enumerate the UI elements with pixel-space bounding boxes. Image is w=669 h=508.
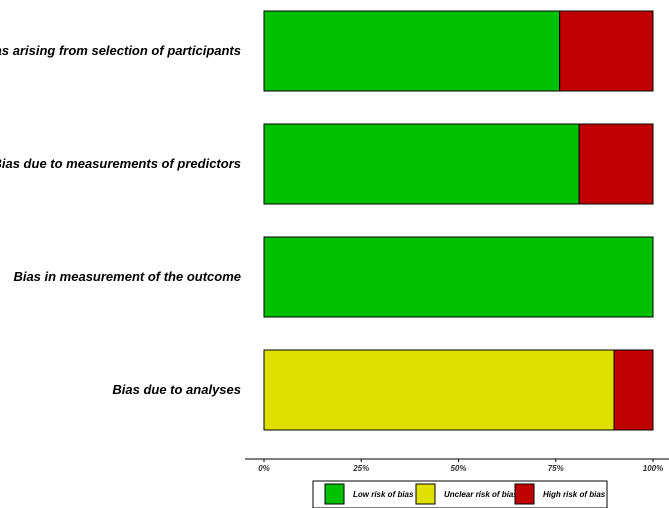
- legend: Low risk of bias Unclear risk of bias High…: [312, 480, 608, 508]
- legend-frame: [312, 480, 608, 508]
- category-label: Bias in measurement of the outcome: [13, 269, 241, 284]
- legend-swatch-high-risk-of-bias: [514, 483, 535, 505]
- x-tick-label: 25%: [352, 464, 369, 473]
- x-tick-label: 75%: [548, 464, 564, 473]
- bars-group: [263, 10, 654, 431]
- category-label: Bias due to measurements of predictors: [0, 156, 241, 171]
- bar-bias-arising-from-selection-of-participants-low-risk-of-bias: [263, 10, 561, 92]
- bar-bias-due-to-measurements-of-predictors-low-risk-of-bias: [263, 123, 580, 205]
- legend-label-unclear-risk-of-bias: Unclear risk of bias: [444, 490, 518, 499]
- x-tick-label: 100%: [643, 464, 663, 473]
- category-label: Bias due to analyses: [112, 382, 241, 397]
- bar-bias-due-to-measurements-of-predictors-high-risk-of-bias: [578, 123, 654, 205]
- bar-bias-arising-from-selection-of-participants-high-risk-of-bias: [559, 10, 654, 92]
- bar-bias-due-to-analyses-unclear-risk-of-bias: [263, 349, 615, 431]
- x-tick-label: 0%: [258, 464, 270, 473]
- legend-label-low-risk-of-bias: Low risk of bias: [353, 490, 414, 499]
- category-labels: Bias arising from selection of participa…: [0, 43, 241, 397]
- x-tick-label: 50%: [450, 464, 466, 473]
- legend-swatch-unclear-risk-of-bias: [415, 483, 436, 505]
- legend-swatch-low-risk-of-bias: [324, 483, 345, 505]
- bar-bias-due-to-analyses-high-risk-of-bias: [613, 349, 654, 431]
- category-label: Bias arising from selection of participa…: [0, 43, 241, 58]
- x-axis: 0% 25% 50% 75% 100%: [245, 458, 669, 473]
- bar-bias-in-measurement-of-the-outcome-low-risk-of-bias: [263, 236, 654, 318]
- legend-label-high-risk-of-bias: High risk of bias: [543, 490, 606, 499]
